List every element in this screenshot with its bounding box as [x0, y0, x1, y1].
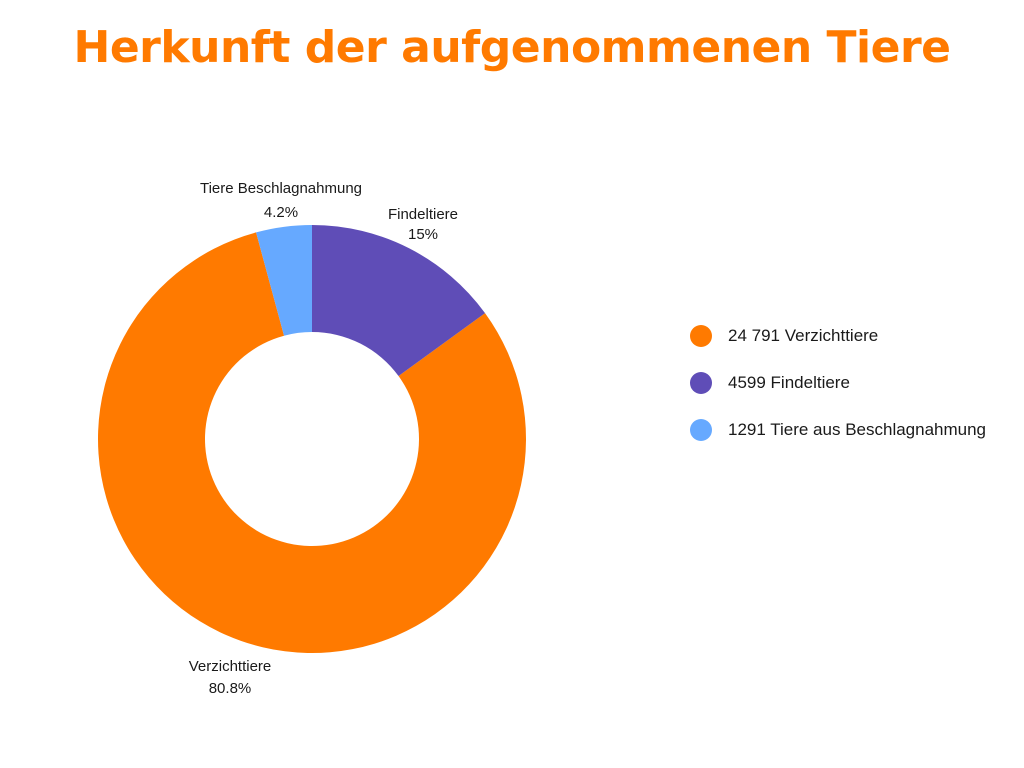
- slice-beschlagnahmung: [256, 225, 312, 336]
- slice-percent-beschlagnahmung: 4.2%: [264, 204, 298, 221]
- slice-label-findeltiere: Findeltiere: [388, 206, 458, 223]
- chart-title: Herkunft der aufgenommenen Tiere: [73, 22, 952, 73]
- slice-verzichttiere: [98, 232, 526, 653]
- legend-swatch-verzichttiere: [690, 325, 712, 347]
- legend-label-verzichttiere: 24 791 Verzichttiere: [728, 326, 879, 345]
- legend-item-verzichttiere: 24 791 Verzichttiere: [690, 324, 1020, 348]
- slice-percent-verzichttiere: 80.8%: [209, 680, 252, 697]
- slice-percent-findeltiere: 15%: [408, 226, 438, 243]
- legend-label-findeltiere: 4599 Findeltiere: [728, 373, 850, 392]
- legend-label-beschlagnahmung: 1291 Tiere aus Beschlagnahmung: [728, 420, 987, 439]
- slice-findeltiere: [312, 225, 486, 377]
- legend-item-findeltiere: 4599 Findeltiere: [690, 371, 1020, 395]
- chart-legend: 24 791 Verzichttiere 4599 Findeltiere 12…: [690, 324, 1020, 465]
- legend-item-beschlagnahmung: 1291 Tiere aus Beschlagnahmung: [690, 418, 1020, 442]
- legend-swatch-findeltiere: [690, 372, 712, 394]
- slice-label-beschlagnahmung: Tiere Beschlagnahmung: [200, 180, 362, 197]
- slice-label-verzichttiere: Verzichttiere: [189, 658, 272, 675]
- legend-swatch-beschlagnahmung: [690, 419, 712, 441]
